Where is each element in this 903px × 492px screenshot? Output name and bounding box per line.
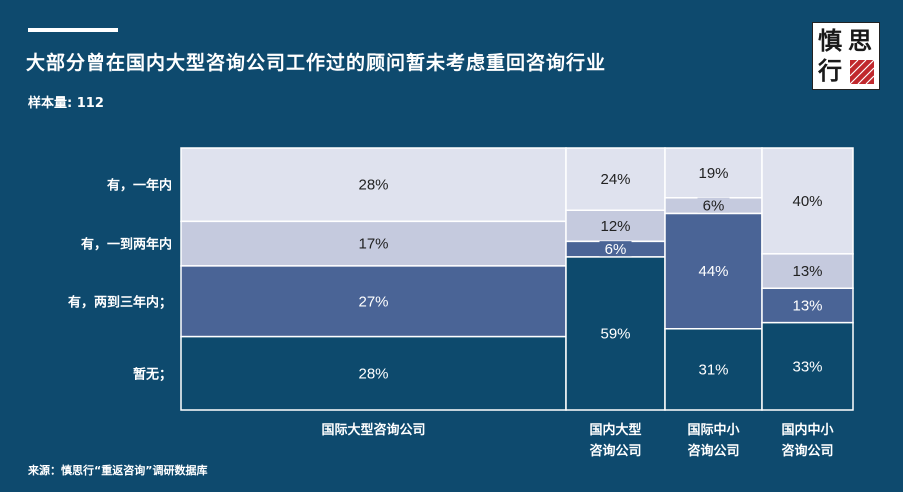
category-label: 国内中小 [781, 422, 833, 438]
sample-size-label: 样本量: 112 [28, 96, 104, 111]
data-label: 13% [792, 297, 822, 314]
data-label: 17% [358, 236, 388, 253]
segment-bar [565, 209, 666, 243]
category-label: 咨询公司 [781, 443, 833, 459]
chart-title: 大部分曾在国内大型咨询公司工作过的顾问暂未考虑重回咨询行业 [26, 52, 607, 74]
data-label: 31% [698, 361, 728, 378]
segment-label: 有，一到两年内 [81, 237, 172, 253]
data-label: 12% [600, 218, 630, 235]
data-label: 13% [792, 263, 822, 280]
data-label: 40% [792, 193, 822, 210]
category-label: 咨询公司 [589, 443, 641, 459]
title-accent-bar [28, 28, 118, 32]
data-label: 33% [792, 358, 822, 375]
data-label-bg [599, 241, 632, 258]
logo-char-3: 行 [818, 56, 842, 85]
segment-bar [761, 253, 854, 290]
segment-bar [761, 147, 854, 255]
data-label: 19% [698, 165, 728, 182]
source-note: 来源：慎思行“重返咨询”调研数据库 [28, 464, 208, 477]
data-label: 59% [600, 325, 630, 342]
data-label-bg [697, 197, 730, 214]
category-label: 国内大型 [589, 422, 641, 438]
segment-bar [180, 335, 567, 411]
brand-logo: 慎 思 行 [812, 22, 880, 90]
data-label: 6% [703, 198, 725, 215]
segment-label: 有，一年内 [107, 178, 172, 194]
data-label: 24% [600, 171, 630, 188]
category-label: 咨询公司 [687, 443, 739, 459]
segment-label: 暂无； [133, 366, 172, 382]
segment-bar [565, 256, 666, 411]
category-label: 国际中小 [687, 422, 739, 438]
data-label: 28% [358, 365, 388, 382]
logo-char-1: 慎 [818, 26, 842, 55]
logo-stripe-mark [849, 59, 875, 85]
data-label: 6% [605, 241, 627, 258]
data-label: 44% [698, 263, 728, 280]
data-label: 28% [358, 177, 388, 194]
logo-char-2: 思 [848, 26, 872, 55]
category-label: 国际大型咨询公司 [321, 422, 425, 438]
segment-bar [761, 321, 854, 411]
segment-bar [180, 147, 567, 223]
data-label: 27% [358, 293, 388, 310]
segment-label: 有，两到三年内； [68, 294, 172, 310]
